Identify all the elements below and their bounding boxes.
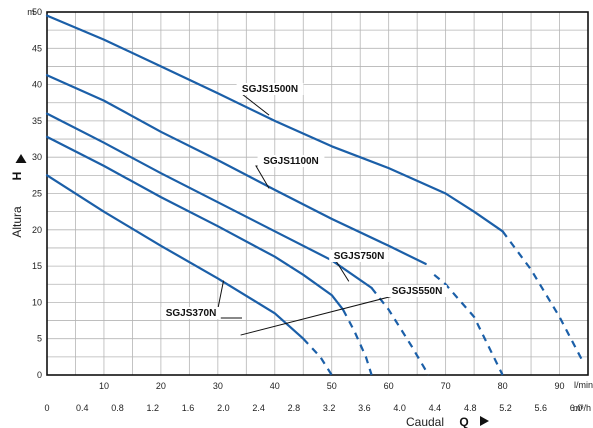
series-label-sgjs370n: SGJS370N [166,308,217,319]
x-tick-label-m3h: 0.8 [111,403,124,413]
x-tick-label-lmin: 60 [384,381,394,391]
series-label-sgjs750n: SGJS750N [334,251,385,262]
y-tick-label: 0 [37,370,42,380]
curve-sgjs1100n [45,74,427,265]
x-tick-label-lmin: 20 [156,381,166,391]
x-tick-label-m3h: 1.6 [182,403,195,413]
plot-frame [46,11,589,376]
y-tick-label: 40 [32,80,42,90]
x-tick-label-m3h: 3.2 [323,403,336,413]
x-tick-label-m3h: 2.4 [252,403,265,413]
x-tick-label-m3h: 4.8 [464,403,477,413]
y-tick-label: 20 [32,225,42,235]
x-tick-label-lmin: 10 [99,381,109,391]
plot-border [46,11,589,376]
x-tick-label-m3h: 4.0 [393,403,406,413]
x-axis-lmin-unit: l/min [574,380,593,390]
y-tick-label: 35 [32,116,42,126]
grid [46,11,589,376]
series-label-sgjs1500n: SGJS1500N [242,84,298,95]
y-axis-symbol: H [10,172,24,181]
x-tick-label-m3h: 0.4 [76,403,89,413]
x-axis-arrow-icon [480,416,489,426]
label-bg-sgjs750n [329,250,389,262]
x-tick-label-m3h: 4.4 [429,403,442,413]
curve-sgjs370n-dashed [302,337,333,376]
x-axis-m3h-unit: m³/h [573,403,591,413]
curve-sgjs550n [45,135,345,311]
curves [45,14,584,376]
y-tick-label: 50 [32,7,42,17]
curve-sgjs550n-dashed [342,309,373,376]
y-axis-title: Altura [10,206,24,238]
curve-sgjs750n-dashed [370,287,430,376]
x-tick-label-m3h: 3.6 [358,403,371,413]
y-tick-label: 30 [32,152,42,162]
curve-sgjs370n [45,174,305,340]
x-tick-label-m3h: 6.0 [570,403,583,413]
x-tick-label-lmin: 50 [327,381,337,391]
x-tick-label-lmin: 90 [555,381,565,391]
label-bg-sgjs1500n [236,83,304,95]
y-axis-arrow-icon [15,154,27,163]
series-label-sgjs1100n: SGJS1100N [263,156,319,167]
curve-sgjs750n [45,112,373,289]
curve-sgjs1500n-dashed [501,230,584,362]
y-tick-label: 15 [32,261,42,271]
y-tick-label: 5 [37,334,42,344]
label-bg-sgjs1100n [257,155,325,167]
x-tick-label-lmin: 30 [213,381,223,391]
label-bg-sgjs370n [161,307,221,319]
y-tick-label: 45 [32,43,42,53]
x-axis-symbol: Q [459,415,468,428]
series-label-sgjs550n: SGJS550N [392,286,443,297]
x-tick-label-lmin: 40 [270,381,280,391]
leader-line-sgjs1100n [255,165,279,189]
x-tick-label-m3h: 5.2 [499,403,512,413]
x-axis-title: Caudal [406,415,444,428]
curve-sgjs1500n [45,14,504,233]
x-tick-label-m3h: 0 [44,403,49,413]
y-axis-unit: m [27,7,35,17]
x-tick-label-m3h: 1.2 [147,403,160,413]
x-tick-label-m3h: 2.8 [288,403,301,413]
y-tick-label: 25 [32,189,42,199]
x-tick-label-m3h: 5.6 [534,403,547,413]
series-labels: SGJS1500N SGJS1100N SGJS750N SGJS550N SGJS37… [161,83,447,336]
leader-line-sgjs550n [240,295,405,336]
tick-labels: 0 5 10 15 20 25 30 35 40 45 50 10 20 30 40 50 60 70 80 90 0 0… [32,7,582,413]
label-bg-sgjs550n [387,285,447,297]
x-tick-label-lmin: 80 [498,381,508,391]
x-tick-label-m3h: 2.0 [217,403,230,413]
y-tick-label: 10 [32,297,42,307]
x-tick-label-lmin: 70 [441,381,451,391]
